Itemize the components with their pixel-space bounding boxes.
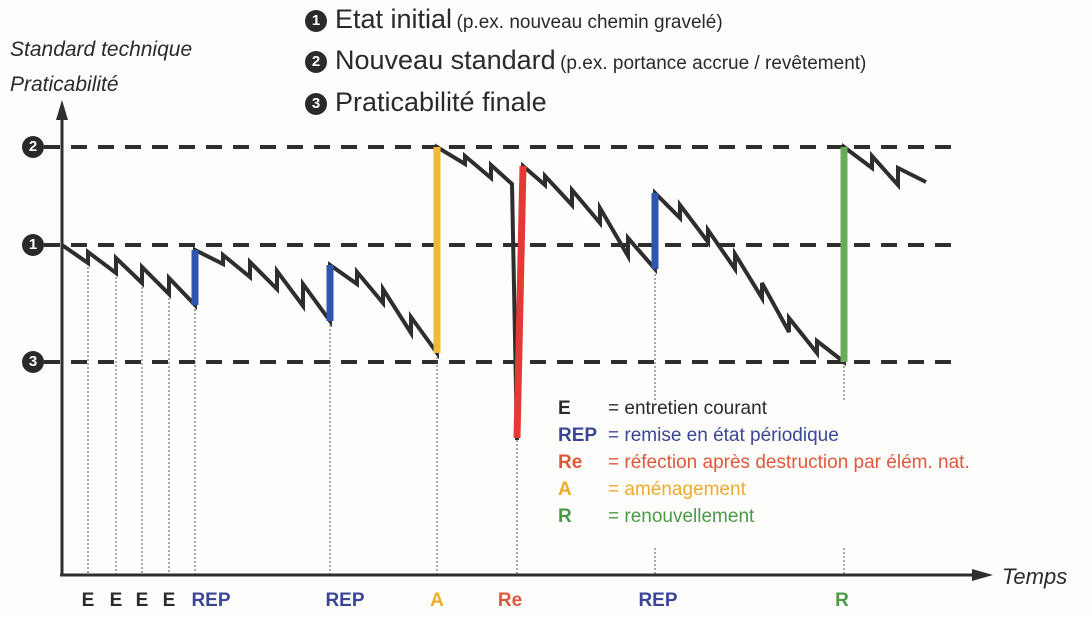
level-2-marker: 2 (22, 136, 44, 158)
event-label-a: A (430, 590, 444, 611)
level-1-note: (p.ex. nouveau chemin gravelé) (456, 12, 723, 33)
event-label-re: Re (497, 590, 523, 611)
legend-item-re: Re = réfection après destruction par élém… (558, 452, 970, 473)
event-label-e: E (81, 590, 95, 611)
level-1-badge: 1 (305, 10, 327, 32)
level-2-title: Nouveau standard (335, 45, 556, 75)
level-3-definition: 3 Praticabilité finale (305, 87, 547, 118)
event-label-rep: REP (325, 590, 365, 611)
event-label-e: E (162, 590, 176, 611)
y-axis-label-line2: Praticabilité (10, 73, 119, 96)
level-2-definition: 2 Nouveau standard (p.ex. portance accrue… (305, 45, 866, 76)
level-1-marker: 1 (22, 234, 44, 256)
x-axis-arrow-icon (972, 569, 993, 581)
level-3-badge: 3 (305, 93, 327, 115)
level-1-definition: 1 Etat initial (p.ex. nouveau chemin grav… (305, 4, 723, 35)
x-axis-label: Temps (1002, 564, 1068, 589)
event-label-rep: REP (638, 590, 678, 611)
event-label-e: E (109, 590, 123, 611)
re-intervention-bar (513, 165, 527, 439)
level-3-marker: 3 (22, 351, 44, 373)
level-2-badge: 2 (305, 51, 327, 73)
level-2-note: (p.ex. portance accrue / revêtement) (560, 53, 867, 74)
event-label-e: E (135, 590, 149, 611)
legend-item-r: R = renouvellement (558, 506, 755, 527)
level-3-title: Praticabilité finale (335, 87, 547, 117)
event-label-rep: REP (191, 590, 231, 611)
legend-item-a: A = aménagement (558, 479, 746, 500)
level-1-title: Etat initial (335, 4, 453, 34)
y-axis-arrow-icon (56, 100, 68, 120)
condition-curve (60, 143, 927, 441)
event-label-r: R (835, 590, 849, 611)
legend-item-e: E = entretien courant (558, 398, 767, 419)
y-axis-label-line1: Standard technique (10, 38, 193, 61)
legend-item-rep: REP = remise en état périodique (558, 425, 839, 446)
